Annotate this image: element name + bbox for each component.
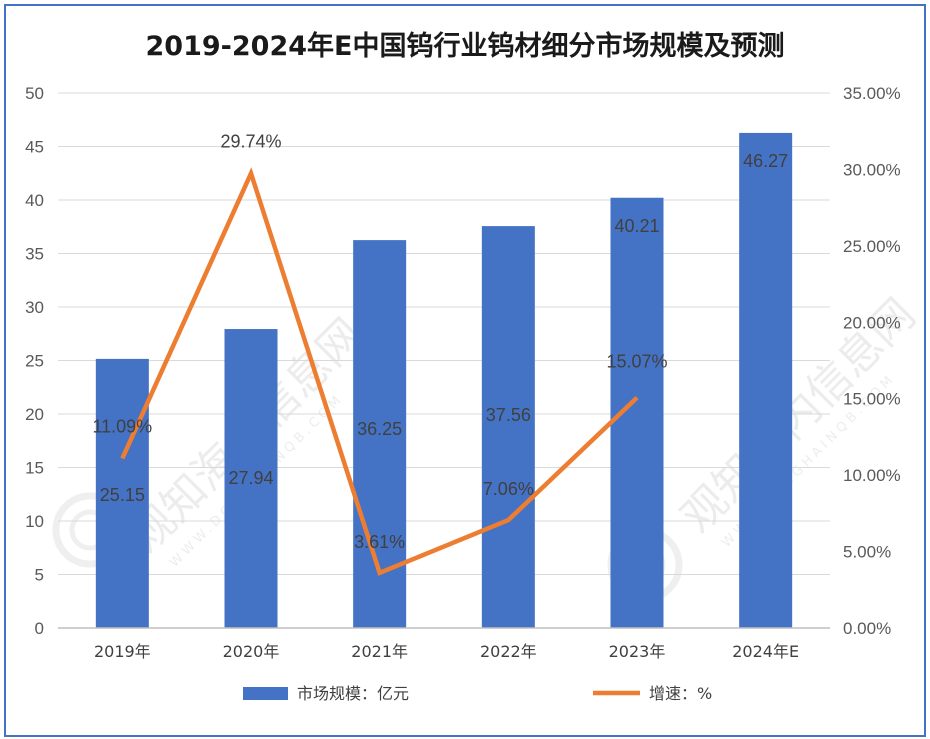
y-right-tick-label: 35.00%	[843, 84, 901, 103]
axes: 0 5 10 15 20 25 30 35 40 45 50 0.00% 5.00% 10.00% 15.0…	[25, 84, 901, 661]
legend-swatch-bar	[243, 687, 288, 700]
bar-data-label: 40.21	[614, 216, 659, 236]
bar	[224, 329, 278, 628]
y-right-tick-label: 15.00%	[843, 390, 901, 409]
x-tick-label: 2022年	[480, 642, 537, 661]
gridlines	[58, 92, 830, 575]
x-tick-label: 2021年	[351, 642, 408, 661]
y-left-tick-label: 25	[25, 352, 44, 371]
chart-title: 2019-2024年E中国钨行业钨材细分市场规模及预测	[145, 31, 785, 62]
line-data-label: 11.09%	[92, 416, 152, 436]
legend-label-bar: 市场规模：亿元	[297, 684, 409, 703]
y-left-tick-label: 20	[25, 405, 44, 424]
y-right-tick-label: 5.00%	[843, 543, 891, 562]
bar-data-label: 27.94	[228, 468, 273, 488]
y-left-tick-label: 35	[25, 245, 44, 264]
x-tick-label: 2023年	[609, 642, 666, 661]
y-left-tick-label: 50	[25, 84, 44, 103]
legend-label-line: 增速：%	[649, 684, 712, 703]
y-left-tick-label: 45	[25, 138, 44, 157]
bar-data-label: 25.15	[100, 485, 145, 505]
y-left-tick-label: 15	[25, 459, 44, 478]
y-right-tick-label: 30.00%	[843, 160, 901, 179]
y-left-tick-label: 5	[35, 566, 44, 585]
bar-data-label: 46.27	[743, 151, 788, 171]
bar-data-label: 36.25	[357, 419, 402, 439]
bar-series	[95, 132, 793, 629]
data-labels: 25.15 27.94 36.25 37.56 40.21 46.27 11.09% 29.7…	[92, 131, 788, 551]
y-left-tick-label: 40	[25, 191, 44, 210]
y-right-tick-label: 0.00%	[843, 619, 891, 638]
line-data-label: 3.61%	[354, 532, 405, 552]
y-right-tick-label: 20.00%	[843, 313, 901, 332]
legend: 市场规模：亿元 增速：%	[243, 684, 712, 703]
y-left-tick-label: 0	[35, 619, 44, 638]
bar	[481, 226, 535, 628]
y-right-tick-label: 10.00%	[843, 466, 901, 485]
x-tick-label: 2020年	[223, 642, 280, 661]
bar	[739, 132, 793, 628]
line-series	[120, 167, 639, 576]
y-left-tick-label: 30	[25, 298, 44, 317]
y-right-tick-label: 25.00%	[843, 237, 901, 256]
line-data-label: 7.06%	[483, 479, 534, 499]
bar-data-label: 37.56	[486, 405, 531, 425]
y-left-tick-label: 10	[25, 512, 44, 531]
line-data-label: 29.74%	[220, 131, 281, 151]
x-tick-label: 2024年E	[732, 642, 799, 661]
x-tick-label: 2019年	[94, 642, 151, 661]
bar	[95, 358, 149, 628]
line-data-label: 15.07%	[606, 352, 667, 372]
